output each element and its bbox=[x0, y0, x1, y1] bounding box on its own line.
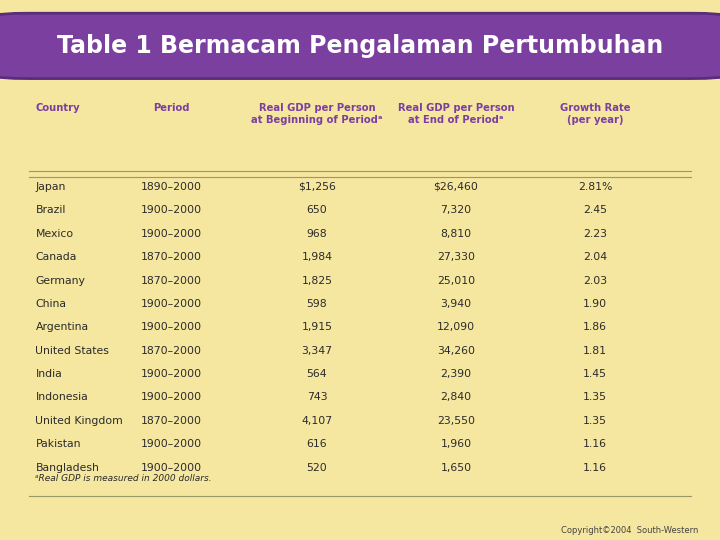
Text: Japan: Japan bbox=[35, 182, 66, 192]
Text: 2,840: 2,840 bbox=[441, 393, 472, 402]
Text: United Kingdom: United Kingdom bbox=[35, 416, 123, 426]
Text: 650: 650 bbox=[307, 205, 328, 215]
Text: 1,984: 1,984 bbox=[302, 252, 333, 262]
Text: Table 1 Bermacam Pengalaman Pertumbuhan: Table 1 Bermacam Pengalaman Pertumbuhan bbox=[57, 34, 663, 58]
Text: 4,107: 4,107 bbox=[302, 416, 333, 426]
Text: 2.81%: 2.81% bbox=[578, 182, 612, 192]
Text: Brazil: Brazil bbox=[35, 205, 66, 215]
Text: 1.81: 1.81 bbox=[583, 346, 607, 356]
Text: Mexico: Mexico bbox=[35, 229, 73, 239]
Text: 1900–2000: 1900–2000 bbox=[140, 299, 202, 309]
Text: 1.90: 1.90 bbox=[583, 299, 607, 309]
Text: United States: United States bbox=[35, 346, 109, 356]
Text: $1,256: $1,256 bbox=[298, 182, 336, 192]
Text: Real GDP per Person
at Beginning of Periodᵃ: Real GDP per Person at Beginning of Peri… bbox=[251, 103, 382, 125]
Text: 520: 520 bbox=[307, 463, 328, 472]
Text: 1,650: 1,650 bbox=[441, 463, 472, 472]
Text: 2,390: 2,390 bbox=[441, 369, 472, 379]
Text: 1870–2000: 1870–2000 bbox=[140, 275, 202, 286]
Text: 8,810: 8,810 bbox=[441, 229, 472, 239]
Text: India: India bbox=[35, 369, 62, 379]
Text: Copyright©2004  South-Western: Copyright©2004 South-Western bbox=[561, 525, 698, 535]
Text: Bangladesh: Bangladesh bbox=[35, 463, 99, 472]
Text: 2.45: 2.45 bbox=[583, 205, 607, 215]
Text: Canada: Canada bbox=[35, 252, 77, 262]
Text: 2.23: 2.23 bbox=[583, 229, 607, 239]
Text: 7,320: 7,320 bbox=[441, 205, 472, 215]
Text: 2.03: 2.03 bbox=[583, 275, 607, 286]
Text: 27,330: 27,330 bbox=[437, 252, 475, 262]
Text: 1,825: 1,825 bbox=[302, 275, 333, 286]
Text: 1870–2000: 1870–2000 bbox=[140, 416, 202, 426]
Text: 3,347: 3,347 bbox=[302, 346, 333, 356]
Text: China: China bbox=[35, 299, 66, 309]
Text: 1.16: 1.16 bbox=[583, 463, 607, 472]
Text: Indonesia: Indonesia bbox=[35, 393, 88, 402]
Text: 1890–2000: 1890–2000 bbox=[140, 182, 202, 192]
Text: 2.04: 2.04 bbox=[583, 252, 607, 262]
Text: 12,090: 12,090 bbox=[437, 322, 475, 332]
Text: 564: 564 bbox=[307, 369, 328, 379]
Text: 1900–2000: 1900–2000 bbox=[140, 322, 202, 332]
Text: Period: Period bbox=[153, 103, 189, 113]
Text: $26,460: $26,460 bbox=[433, 182, 479, 192]
Text: Germany: Germany bbox=[35, 275, 85, 286]
Text: 3,940: 3,940 bbox=[441, 299, 472, 309]
Text: 1.35: 1.35 bbox=[583, 416, 607, 426]
Text: 1870–2000: 1870–2000 bbox=[140, 252, 202, 262]
Text: 1,960: 1,960 bbox=[441, 439, 472, 449]
Text: 1.86: 1.86 bbox=[583, 322, 607, 332]
Text: 743: 743 bbox=[307, 393, 328, 402]
Text: 616: 616 bbox=[307, 439, 328, 449]
Text: 25,010: 25,010 bbox=[437, 275, 475, 286]
Text: 34,260: 34,260 bbox=[437, 346, 475, 356]
Text: Pakistan: Pakistan bbox=[35, 439, 81, 449]
Text: 1900–2000: 1900–2000 bbox=[140, 463, 202, 472]
Text: Country: Country bbox=[35, 103, 80, 113]
Text: 23,550: 23,550 bbox=[437, 416, 475, 426]
Text: 1.16: 1.16 bbox=[583, 439, 607, 449]
Text: 1.35: 1.35 bbox=[583, 393, 607, 402]
Text: 1900–2000: 1900–2000 bbox=[140, 369, 202, 379]
Text: 1870–2000: 1870–2000 bbox=[140, 346, 202, 356]
Text: 1900–2000: 1900–2000 bbox=[140, 229, 202, 239]
FancyBboxPatch shape bbox=[0, 13, 720, 79]
Text: 1900–2000: 1900–2000 bbox=[140, 205, 202, 215]
Text: Argentina: Argentina bbox=[35, 322, 89, 332]
Text: Real GDP per Person
at End of Periodᵃ: Real GDP per Person at End of Periodᵃ bbox=[397, 103, 514, 125]
Text: 1,915: 1,915 bbox=[302, 322, 333, 332]
Text: 968: 968 bbox=[307, 229, 328, 239]
Text: 1.45: 1.45 bbox=[583, 369, 607, 379]
Text: ᵃReal GDP is measured in 2000 dollars.: ᵃReal GDP is measured in 2000 dollars. bbox=[35, 474, 212, 483]
Text: Growth Rate
(per year): Growth Rate (per year) bbox=[560, 103, 631, 125]
Text: 598: 598 bbox=[307, 299, 328, 309]
Text: 1900–2000: 1900–2000 bbox=[140, 393, 202, 402]
Text: 1900–2000: 1900–2000 bbox=[140, 439, 202, 449]
